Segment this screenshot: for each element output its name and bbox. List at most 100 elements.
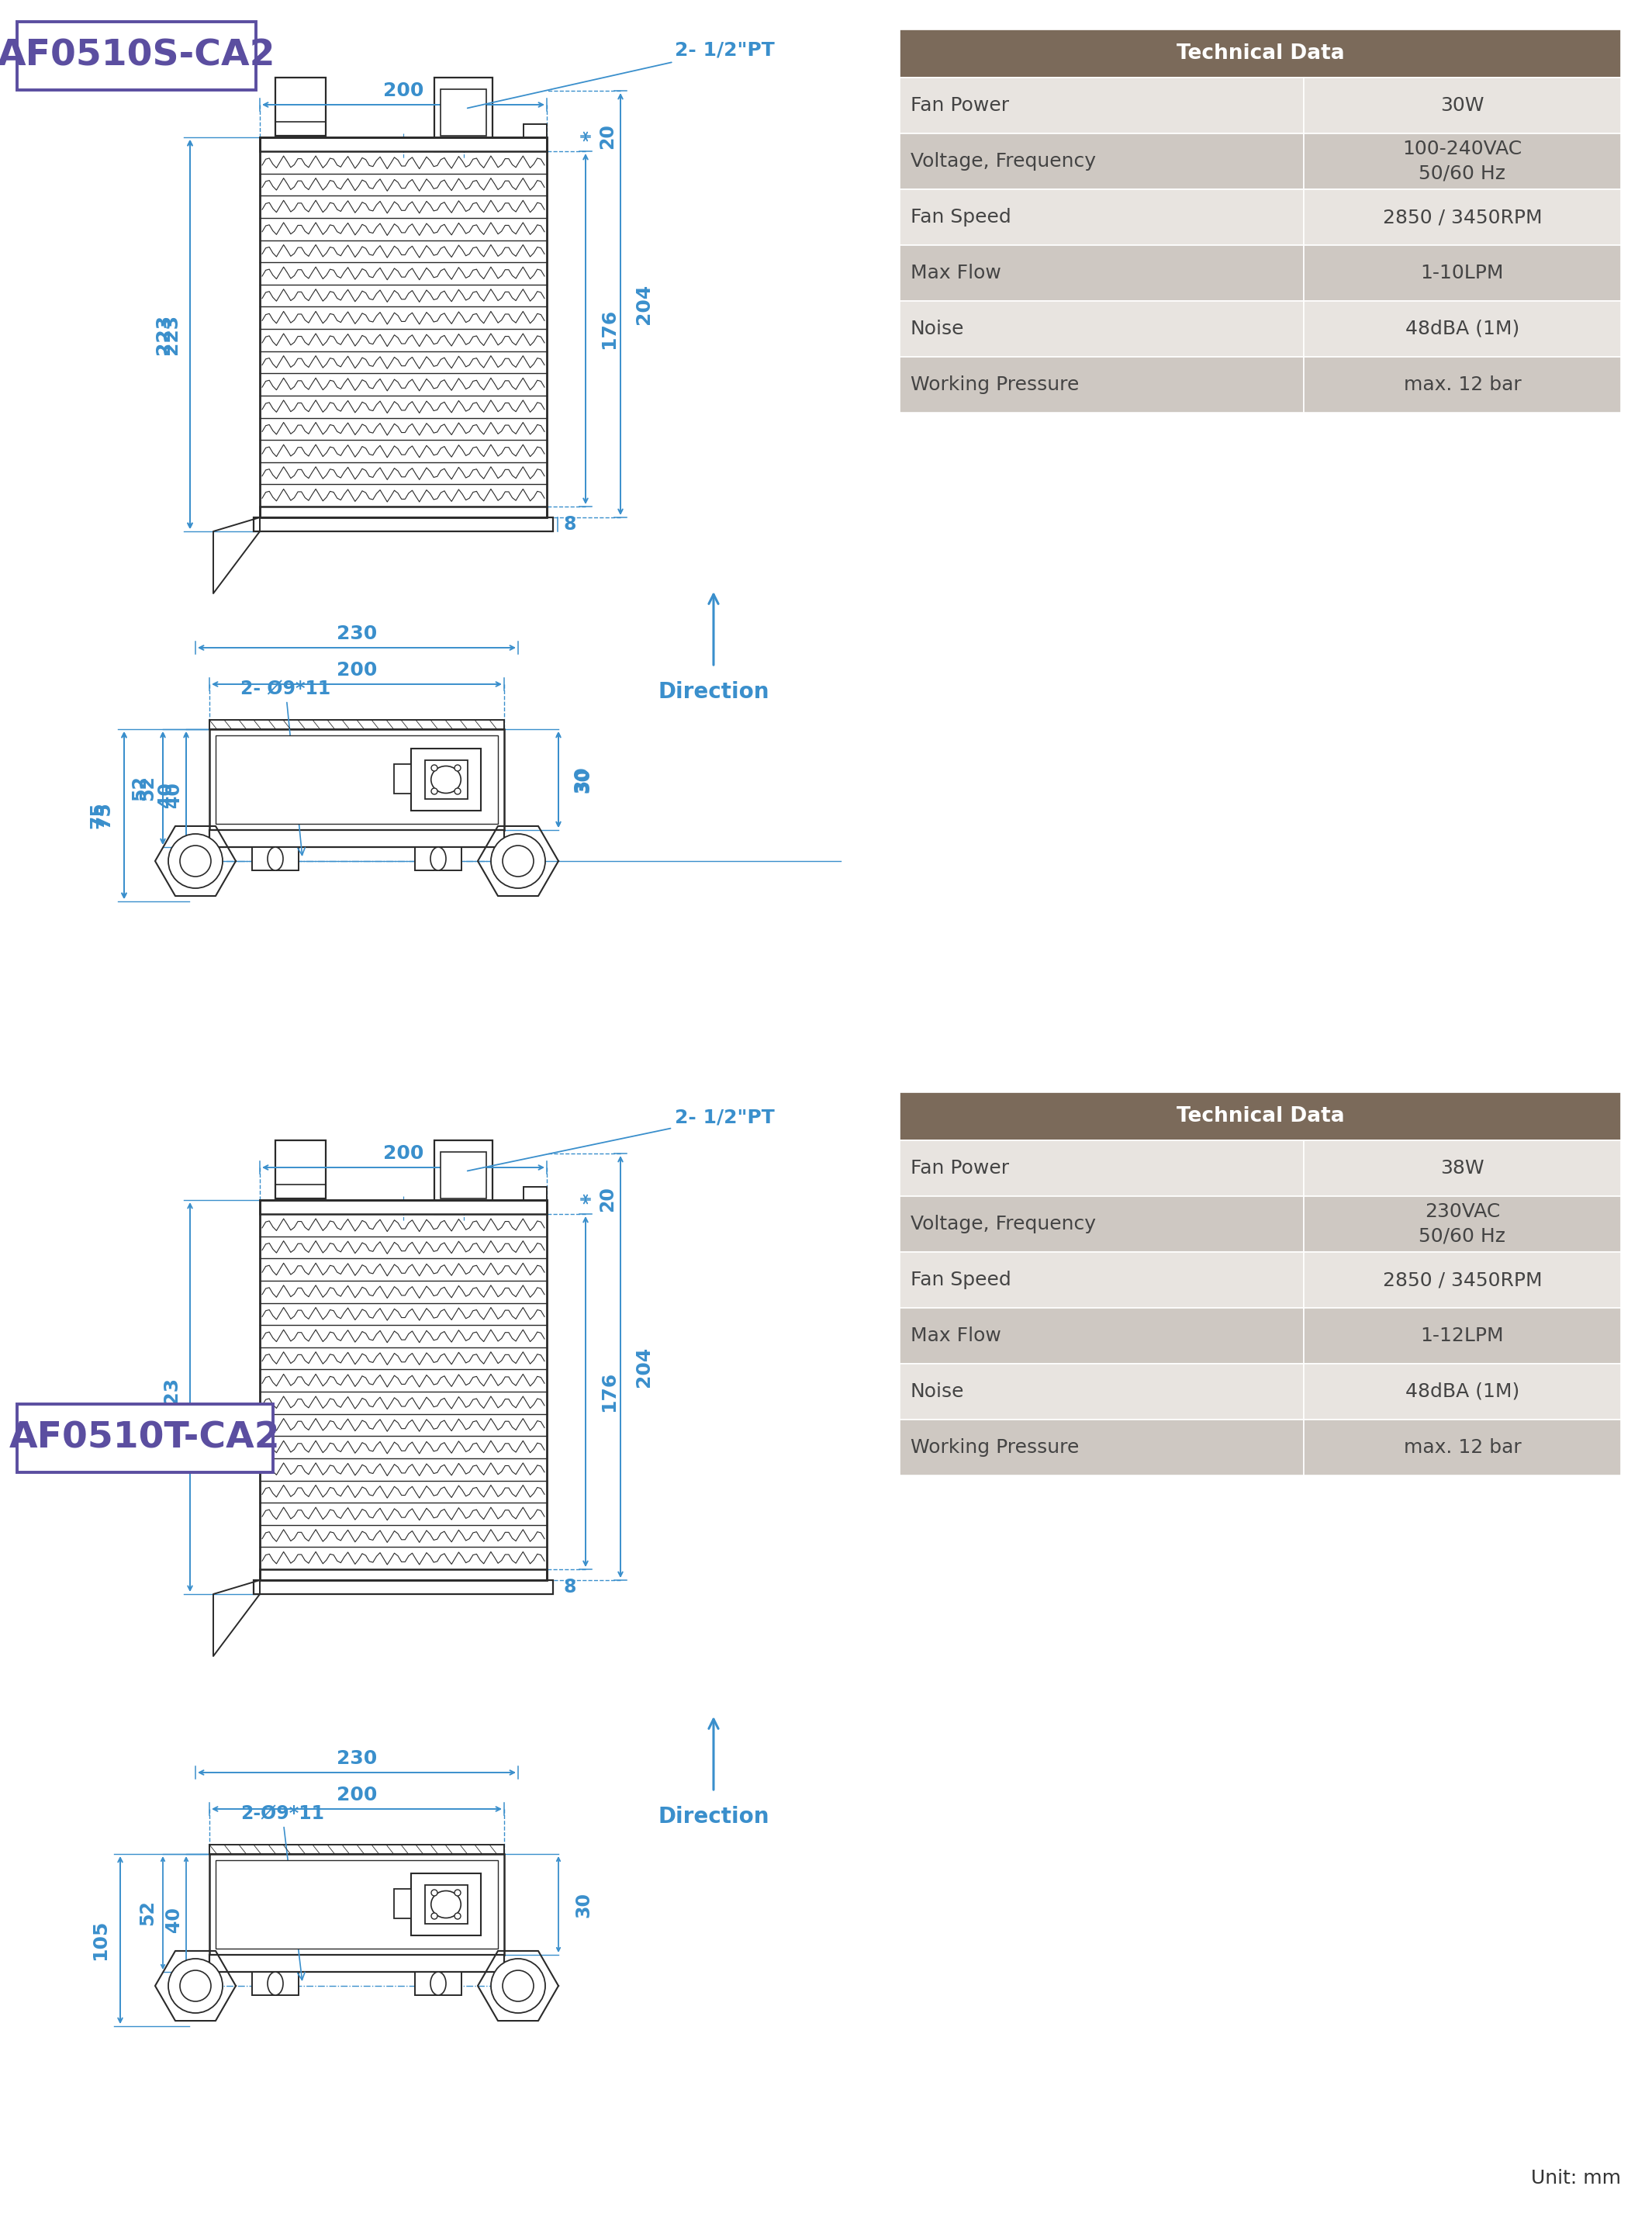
Text: 40: 40 xyxy=(165,1908,183,1933)
Text: Voltage, Frequency: Voltage, Frequency xyxy=(910,1214,1095,1234)
Bar xyxy=(1303,78,1621,133)
Text: 20: 20 xyxy=(598,1188,616,1212)
Ellipse shape xyxy=(431,847,446,870)
Bar xyxy=(1303,1308,1621,1363)
Text: Working Pressure: Working Pressure xyxy=(910,1439,1079,1457)
Bar xyxy=(253,1973,299,1995)
Text: 38W: 38W xyxy=(1441,1159,1483,1176)
Bar xyxy=(259,1570,547,1579)
Text: 176: 176 xyxy=(600,1372,618,1412)
Ellipse shape xyxy=(431,765,461,794)
Bar xyxy=(210,1955,504,1973)
Text: Unit: mm: Unit: mm xyxy=(1531,2168,1621,2188)
Bar xyxy=(216,736,497,823)
Text: 204: 204 xyxy=(634,1346,653,1388)
Text: 1-10LPM: 1-10LPM xyxy=(1421,265,1503,282)
Text: 8: 8 xyxy=(563,1577,577,1597)
Circle shape xyxy=(502,1970,534,2002)
Circle shape xyxy=(169,834,223,887)
Bar xyxy=(900,1252,1303,1308)
Bar xyxy=(441,1152,486,1199)
Text: 176: 176 xyxy=(600,309,618,349)
Bar xyxy=(210,729,504,830)
Text: 105: 105 xyxy=(91,1919,109,1959)
Bar xyxy=(210,721,504,729)
Text: Direction: Direction xyxy=(657,1806,770,1828)
Ellipse shape xyxy=(268,847,282,870)
Text: 2850 / 3450RPM: 2850 / 3450RPM xyxy=(1383,207,1541,227)
Bar xyxy=(524,125,547,151)
Circle shape xyxy=(169,1959,223,2013)
Text: 1-12LPM: 1-12LPM xyxy=(1421,1326,1503,1346)
Text: 100-240VAC
50/60 Hz: 100-240VAC 50/60 Hz xyxy=(1403,140,1521,182)
Bar xyxy=(210,830,504,847)
Text: Voltage, Frequency: Voltage, Frequency xyxy=(910,151,1095,171)
Bar xyxy=(900,1092,1621,1141)
Bar xyxy=(216,1859,497,1948)
Text: Fan Power: Fan Power xyxy=(910,96,1009,116)
Bar xyxy=(900,1197,1303,1252)
Text: max. 12 bar: max. 12 bar xyxy=(1404,1439,1521,1457)
Text: 8: 8 xyxy=(563,516,577,534)
Ellipse shape xyxy=(431,1890,461,1917)
Text: 200: 200 xyxy=(383,82,423,100)
Bar xyxy=(1303,1419,1621,1475)
Text: Technical Data: Technical Data xyxy=(1176,44,1345,64)
Text: 204: 204 xyxy=(634,285,653,325)
Circle shape xyxy=(491,834,545,887)
Bar xyxy=(900,1141,1303,1197)
Bar xyxy=(393,1888,411,1919)
Bar xyxy=(17,22,256,89)
Ellipse shape xyxy=(431,1973,446,1995)
Text: AF0510T-CA2: AF0510T-CA2 xyxy=(10,1421,281,1457)
Text: 2- 1/2"PT: 2- 1/2"PT xyxy=(468,1108,775,1170)
Text: 30W: 30W xyxy=(1441,96,1483,116)
Text: 30: 30 xyxy=(573,767,593,792)
Bar xyxy=(900,300,1303,356)
Text: 75: 75 xyxy=(89,803,107,830)
Bar xyxy=(254,1579,553,1595)
Text: 230: 230 xyxy=(337,625,377,643)
Bar xyxy=(1303,1141,1621,1197)
Circle shape xyxy=(180,1970,211,2002)
Circle shape xyxy=(180,845,211,876)
Text: max. 12 bar: max. 12 bar xyxy=(1404,376,1521,394)
Text: Fan Speed: Fan Speed xyxy=(910,1270,1011,1290)
Text: Max Flow: Max Flow xyxy=(910,1326,1001,1346)
Bar xyxy=(1303,245,1621,300)
Bar xyxy=(441,89,486,136)
Bar xyxy=(1303,1363,1621,1419)
Bar xyxy=(425,761,468,798)
Circle shape xyxy=(491,1959,545,2013)
Bar xyxy=(900,1308,1303,1363)
Text: 20: 20 xyxy=(598,125,616,149)
Text: 48dBA (1M): 48dBA (1M) xyxy=(1406,320,1520,338)
Bar xyxy=(434,1141,492,1214)
Bar xyxy=(425,1886,468,1924)
Bar xyxy=(259,507,547,518)
Bar xyxy=(900,29,1621,78)
Bar xyxy=(259,138,547,518)
Text: Noise: Noise xyxy=(910,1383,965,1401)
Bar xyxy=(1303,300,1621,356)
Text: 40: 40 xyxy=(165,783,183,807)
Text: 2-Ø9*11: 2-Ø9*11 xyxy=(241,1804,324,1979)
Bar xyxy=(415,1973,461,1995)
Bar xyxy=(415,847,461,870)
Circle shape xyxy=(454,765,461,772)
Bar xyxy=(1303,189,1621,245)
Text: 200: 200 xyxy=(337,1786,377,1804)
Bar xyxy=(900,1419,1303,1475)
Bar xyxy=(434,78,492,151)
Text: 48dBA (1M): 48dBA (1M) xyxy=(1406,1383,1520,1401)
Text: 223: 223 xyxy=(162,1377,180,1417)
Text: 230VAC
50/60 Hz: 230VAC 50/60 Hz xyxy=(1419,1203,1505,1245)
Text: 52: 52 xyxy=(131,776,149,801)
Text: 30: 30 xyxy=(573,1893,593,1917)
Bar xyxy=(259,1201,547,1214)
Circle shape xyxy=(454,787,461,794)
Bar xyxy=(900,133,1303,189)
Text: 75: 75 xyxy=(94,803,114,830)
Bar xyxy=(411,749,481,810)
Bar xyxy=(524,1188,547,1214)
